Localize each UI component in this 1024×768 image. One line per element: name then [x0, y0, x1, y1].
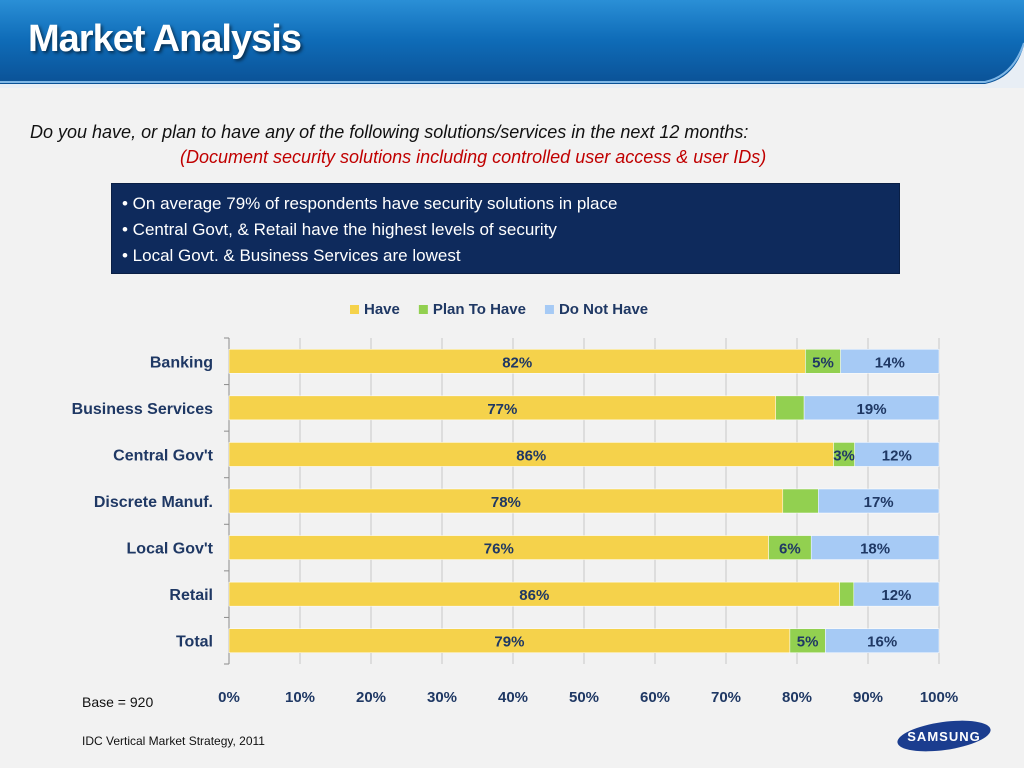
bar-segment [803, 395, 940, 421]
bar-segment [228, 395, 776, 421]
data-label: 3% [833, 447, 855, 464]
bar-segment [818, 488, 940, 514]
data-label: 5% [812, 354, 834, 371]
data-label: 12% [882, 447, 912, 464]
category-label: Total [176, 634, 213, 651]
legend-label: Plan To Have [433, 301, 526, 318]
bar-segment [228, 442, 834, 467]
survey-subtitle: (Document security solutions including c… [180, 147, 767, 167]
data-label: 17% [864, 494, 894, 511]
bar-segment [825, 628, 940, 653]
bar-segment [228, 535, 769, 560]
legend-swatch [544, 305, 554, 314]
finding-bullet: • On average 79% of respondents have sec… [122, 194, 618, 213]
data-label: 78% [491, 494, 521, 511]
data-label: 19% [857, 401, 887, 418]
data-label: 79% [494, 634, 524, 651]
bar-segment [789, 628, 826, 653]
data-label: 16% [867, 634, 897, 651]
bar-segment [839, 581, 855, 607]
bar-segment [768, 535, 812, 560]
category-label: Banking [150, 354, 213, 371]
finding-bullet: • Local Govt. & Business Services are lo… [122, 246, 461, 265]
key-findings-box: • On average 79% of respondents have sec… [111, 183, 900, 274]
bar-segment [840, 349, 940, 374]
data-label: 12% [881, 587, 911, 604]
bar-segment [228, 581, 840, 607]
slide-title: Market Analysis [28, 18, 302, 60]
category-label: Central Gov't [113, 447, 213, 464]
x-tick-label: 40% [498, 689, 528, 706]
stacked-bar-chart: Have Plan To Have Do Not Have Banking 82% 5% 1… [72, 301, 959, 706]
data-label: 14% [875, 354, 905, 371]
bar-segment [782, 488, 819, 514]
base-note: Base = 920 [82, 694, 154, 710]
survey-question: Do you have, or plan to have any of the … [30, 122, 749, 142]
finding-bullet: • Central Govt, & Retail have the highes… [122, 220, 557, 239]
data-label: 86% [516, 447, 546, 464]
category-label: Retail [169, 587, 213, 604]
data-label: 77% [487, 401, 517, 418]
data-label: 6% [779, 541, 801, 558]
bar-segment [228, 628, 791, 653]
source-note: IDC Vertical Market Strategy, 2011 [82, 734, 265, 748]
x-tick-label: 30% [427, 689, 457, 706]
data-label: 5% [797, 634, 819, 651]
x-tick-label: 0% [218, 689, 240, 706]
x-tick-label: 50% [569, 689, 599, 706]
bar-segment [775, 395, 805, 421]
bar-segment [853, 581, 940, 607]
legend-swatch [350, 305, 359, 314]
x-tick-label: 10% [285, 689, 315, 706]
data-label: 18% [860, 541, 890, 558]
data-label: 82% [502, 354, 532, 371]
data-label: 76% [484, 541, 514, 558]
slide-header: Market Analysis [0, 0, 1024, 88]
samsung-logo: SAMSUNG [897, 720, 991, 752]
svg-text:SAMSUNG: SAMSUNG [907, 729, 980, 744]
x-tick-label: 100% [920, 689, 958, 706]
x-tick-label: 20% [356, 689, 386, 706]
x-tick-label: 70% [711, 689, 741, 706]
category-label: Business Services [72, 401, 214, 418]
category-label: Discrete Manuf. [94, 494, 213, 511]
header-swoosh-decoration [0, 42, 1024, 88]
bar-segment [854, 442, 940, 467]
bar-segment [810, 535, 940, 560]
bar-segment [228, 488, 784, 514]
x-tick-label: 60% [640, 689, 670, 706]
legend-label: Do Not Have [559, 301, 648, 318]
x-tick-label: 90% [853, 689, 883, 706]
data-label: 86% [519, 587, 549, 604]
category-label: Local Gov't [127, 541, 214, 558]
legend-swatch [418, 305, 428, 314]
legend-label: Have [364, 301, 400, 318]
x-tick-label: 80% [782, 689, 812, 706]
